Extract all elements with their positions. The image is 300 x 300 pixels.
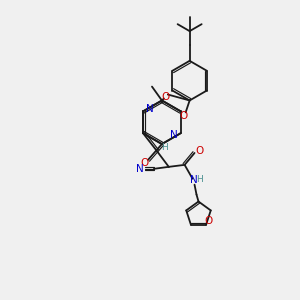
Text: H: H xyxy=(196,175,203,184)
Text: N: N xyxy=(170,130,178,140)
Text: H: H xyxy=(161,142,168,152)
Text: O: O xyxy=(162,92,170,101)
Text: O: O xyxy=(204,216,212,226)
Text: N: N xyxy=(190,175,197,185)
Text: O: O xyxy=(140,158,148,168)
Text: N: N xyxy=(136,164,144,174)
Text: O: O xyxy=(180,111,188,121)
Text: O: O xyxy=(195,146,204,156)
Text: N: N xyxy=(146,104,154,114)
